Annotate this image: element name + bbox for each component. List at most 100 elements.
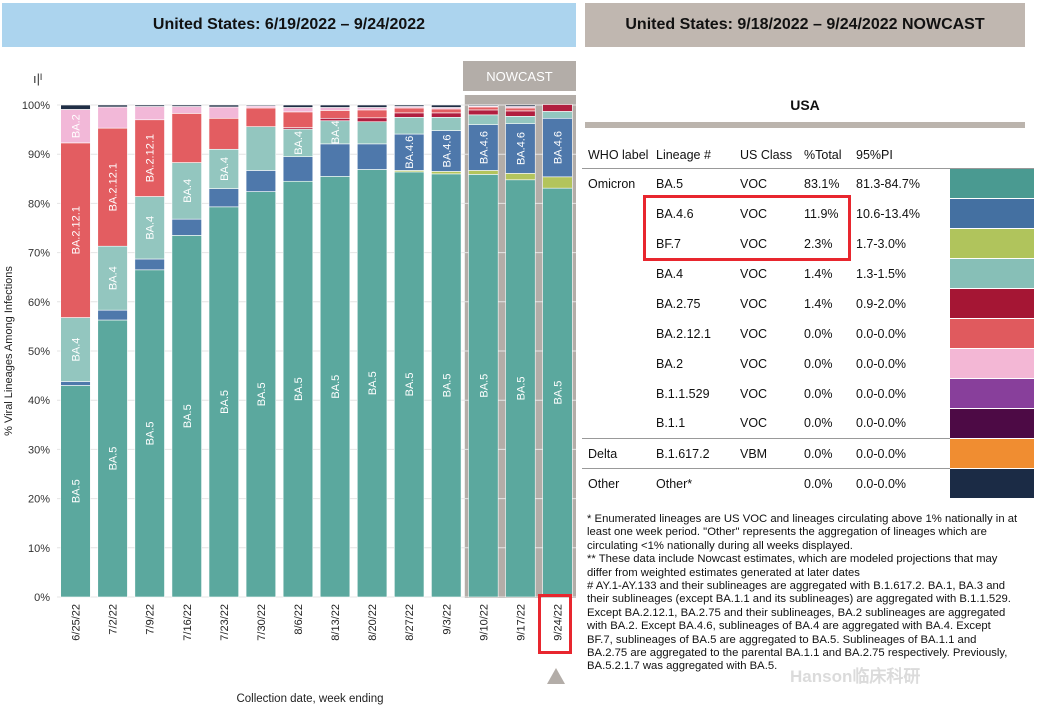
x-tick-label: 6/25/22 — [71, 604, 83, 641]
color-swatch — [950, 378, 1034, 409]
table-row: B.1.1.529 VOC 0.0% 0.0-0.0% — [582, 378, 1034, 409]
bar-label: BA.4.6 — [404, 136, 416, 169]
header-right: United States: 9/18/2022 – 9/24/2022 NOW… — [585, 3, 1025, 47]
bar-segment — [319, 176, 351, 598]
bar-segment — [319, 104, 351, 108]
bar-label: BA.5 — [515, 376, 527, 400]
color-swatch — [950, 168, 1034, 199]
bar-segment — [60, 109, 91, 144]
lineage-table: WHO label Lineage # US Class %Total 95%P… — [582, 142, 1034, 498]
bar-segment — [208, 206, 239, 598]
bar-segment — [245, 104, 277, 107]
cell-class: VOC — [740, 206, 768, 221]
cell-class — [734, 469, 798, 499]
bar-segment — [431, 173, 462, 598]
bar-segment — [319, 110, 351, 119]
cell-who — [582, 259, 650, 289]
highlight-box-date — [538, 594, 572, 654]
bar-segment — [542, 187, 573, 598]
cell-who — [582, 379, 650, 409]
bar-segment — [468, 170, 499, 175]
bar-segment — [245, 107, 277, 127]
cell-class: VOC — [740, 176, 768, 191]
y-axis-label: % Viral Lineages Among Infections — [3, 266, 15, 436]
cell-lineage: BA.5 — [656, 176, 684, 191]
cell-total: 0.0% — [804, 356, 833, 371]
bar-label: BA.4.6 — [441, 134, 453, 167]
cell-lineage: BA.4.6 — [656, 206, 694, 221]
cell-lineage: Other* — [656, 476, 693, 491]
bar-label: BA.5 — [478, 374, 490, 398]
bar-label: BA.5 — [552, 381, 564, 405]
bar-segment — [134, 119, 165, 197]
x-tick-label: 8/6/22 — [293, 604, 305, 635]
cell-who: Delta — [582, 438, 650, 469]
cell-pi: 0.0-0.0% — [856, 356, 907, 371]
col-who-label: WHO label — [582, 142, 650, 169]
bar-segment — [60, 381, 91, 386]
table-row: BA.2.75 VOC 1.4% 0.9-2.0% — [582, 288, 1034, 319]
bar-segment — [245, 126, 277, 171]
cell-lineage: BA.4 — [656, 266, 684, 281]
color-swatch — [950, 228, 1034, 259]
cell-total: 83.1% — [804, 176, 840, 191]
bar-segment — [134, 196, 165, 260]
cell-pi: 1.7-3.0% — [856, 236, 907, 251]
cell-who — [582, 408, 650, 439]
bar-label: BA.2.12.1 — [145, 134, 157, 182]
cell-pi: 81.3-84.7% — [856, 176, 920, 191]
bar-segment — [431, 112, 462, 118]
bar-segment — [171, 218, 202, 236]
cell-class: VOC — [740, 236, 768, 251]
cell-class: VOC — [740, 386, 768, 401]
bar-segment — [505, 123, 536, 174]
bar-segment — [282, 180, 314, 598]
bar-segment — [542, 176, 573, 189]
cell-who — [582, 349, 650, 379]
cell-pi: 10.6-13.4% — [856, 206, 920, 221]
cell-total: 0.0% — [804, 326, 833, 341]
stacked-bar-chart: 0% 10% 20% 30% 40% 50% 60% 70% 80% 90% 100% % Viral… — [3, 95, 576, 705]
bar-segment — [356, 143, 388, 170]
bar-segment — [282, 156, 314, 182]
up-triangle-icon[interactable] — [547, 668, 565, 684]
bar-segment — [505, 107, 536, 112]
color-swatch — [950, 348, 1034, 379]
cell-pi: 0.0-0.0% — [856, 386, 907, 401]
bar-segment — [60, 142, 91, 318]
highlight-box-table — [643, 195, 851, 261]
bar-segment — [97, 309, 128, 321]
bar-label: BA.4 — [71, 338, 83, 362]
usa-title: USA — [790, 97, 820, 113]
bar-chart-icon[interactable]: ı|ᴵ — [33, 71, 43, 86]
bar-label: BA.5 — [404, 373, 416, 397]
bar-segment — [394, 117, 425, 135]
bar-segment — [171, 106, 202, 114]
bar-segment — [97, 127, 128, 247]
cell-pi: 0.0-0.0% — [850, 438, 950, 469]
bar-label: BA.4 — [145, 216, 157, 240]
cell-lineage: BA.2.75 — [656, 296, 701, 311]
col-lineage: Lineage # — [650, 142, 734, 169]
x-tick-label: 7/16/22 — [182, 604, 194, 641]
cell-pi: 1.3-1.5% — [856, 266, 907, 281]
bar-segment — [468, 106, 499, 111]
cell-lineage: BA.2.12.1 — [656, 326, 711, 341]
y-tick-label: 70% — [28, 248, 50, 260]
table-row: BF.7 VOC 2.3% 1.7-3.0% — [582, 228, 1034, 259]
x-tick-label: 7/23/22 — [219, 604, 231, 641]
nowcast-tag[interactable]: NOWCAST — [463, 61, 576, 91]
bar-label: BA.5 — [219, 390, 231, 414]
bar-label: BA.5 — [71, 479, 83, 503]
cell-class: VOC — [740, 326, 768, 341]
x-axis-label: Collection date, week ending — [236, 693, 383, 705]
cell-lineage: BA.2 — [656, 356, 684, 371]
y-tick-label: 30% — [28, 444, 50, 456]
y-tick-label: 0% — [34, 592, 50, 604]
cell-pi: 0.0-0.0% — [856, 476, 907, 491]
table-row: BA.2 VOC 0.0% 0.0-0.0% — [582, 348, 1034, 379]
color-swatch — [950, 318, 1034, 349]
bar-segment — [505, 116, 536, 124]
bar-segment — [319, 107, 351, 111]
cell-who: Omicron — [588, 176, 636, 191]
